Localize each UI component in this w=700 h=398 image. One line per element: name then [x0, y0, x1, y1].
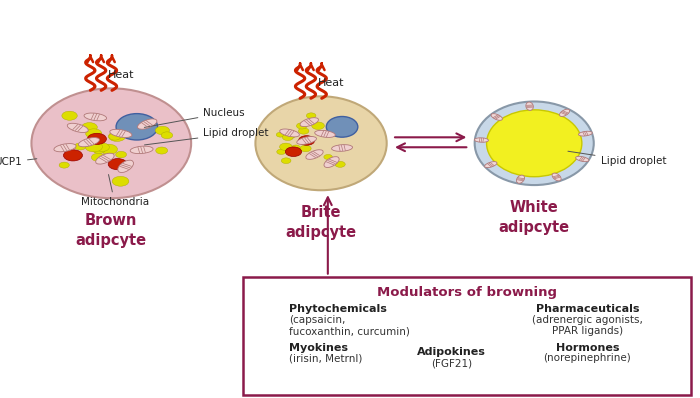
Ellipse shape: [256, 96, 386, 190]
Circle shape: [85, 129, 102, 139]
Text: White
adipcyte: White adipcyte: [498, 200, 570, 235]
Ellipse shape: [130, 146, 153, 154]
Circle shape: [300, 145, 312, 152]
Ellipse shape: [326, 117, 358, 137]
Circle shape: [112, 176, 129, 186]
Ellipse shape: [280, 129, 300, 137]
Ellipse shape: [306, 150, 323, 159]
Ellipse shape: [475, 101, 594, 185]
Ellipse shape: [116, 113, 158, 140]
Text: Hormones: Hormones: [556, 343, 619, 353]
Ellipse shape: [552, 173, 561, 181]
Text: Brite
adipcyte: Brite adipcyte: [286, 205, 356, 240]
Circle shape: [90, 136, 104, 144]
Ellipse shape: [137, 119, 157, 129]
Text: Pharmaceuticals: Pharmaceuticals: [536, 304, 639, 314]
Text: Heat: Heat: [318, 78, 344, 88]
Ellipse shape: [67, 123, 88, 133]
Circle shape: [161, 132, 173, 139]
Circle shape: [281, 130, 296, 139]
Ellipse shape: [559, 109, 570, 117]
Ellipse shape: [78, 138, 99, 147]
Ellipse shape: [110, 129, 132, 137]
Text: UCP1: UCP1: [0, 157, 37, 167]
Ellipse shape: [297, 137, 316, 144]
Text: (irisin, Metrnl): (irisin, Metrnl): [289, 353, 363, 363]
Ellipse shape: [475, 138, 489, 142]
Circle shape: [81, 123, 97, 132]
Circle shape: [335, 161, 345, 167]
Circle shape: [92, 146, 103, 153]
Text: Mitochondria: Mitochondria: [80, 175, 148, 207]
Ellipse shape: [486, 110, 582, 177]
Circle shape: [108, 158, 127, 170]
Circle shape: [95, 143, 109, 152]
FancyBboxPatch shape: [243, 277, 691, 395]
Text: Adipokines: Adipokines: [417, 347, 486, 357]
Text: (capsaicin,
fucoxanthin, curcumin): (capsaicin, fucoxanthin, curcumin): [289, 315, 410, 336]
Circle shape: [279, 143, 292, 150]
Circle shape: [276, 132, 285, 137]
Circle shape: [281, 158, 291, 164]
Text: Lipid droplet: Lipid droplet: [568, 151, 666, 166]
Circle shape: [155, 147, 168, 154]
Circle shape: [298, 128, 309, 134]
Ellipse shape: [578, 131, 592, 136]
Circle shape: [276, 149, 286, 154]
Ellipse shape: [300, 118, 318, 127]
Circle shape: [155, 126, 169, 135]
Ellipse shape: [324, 157, 339, 168]
Text: (norepinephrine): (norepinephrine): [543, 353, 631, 363]
Text: Brown
adipcyte: Brown adipcyte: [76, 213, 147, 248]
Circle shape: [298, 136, 315, 145]
Circle shape: [108, 131, 125, 141]
Circle shape: [62, 111, 77, 120]
Circle shape: [301, 138, 313, 144]
Ellipse shape: [32, 88, 191, 198]
Circle shape: [59, 162, 69, 168]
Text: (adrenergic agonists,
PPAR ligands): (adrenergic agonists, PPAR ligands): [532, 315, 643, 336]
Ellipse shape: [96, 153, 114, 164]
Circle shape: [88, 133, 106, 144]
Circle shape: [282, 134, 293, 140]
Circle shape: [307, 113, 316, 119]
Text: Nucleus: Nucleus: [144, 108, 245, 127]
Circle shape: [292, 145, 300, 150]
Ellipse shape: [332, 144, 353, 151]
Text: Lipid droplet: Lipid droplet: [144, 128, 269, 145]
Ellipse shape: [54, 144, 76, 152]
Text: Heat: Heat: [108, 70, 134, 80]
Ellipse shape: [491, 114, 503, 120]
Ellipse shape: [84, 113, 106, 121]
Circle shape: [100, 144, 118, 154]
Circle shape: [74, 143, 86, 150]
Circle shape: [286, 147, 302, 156]
Ellipse shape: [315, 131, 335, 137]
Circle shape: [324, 154, 332, 160]
Text: Modulators of browning: Modulators of browning: [377, 286, 557, 299]
Ellipse shape: [575, 156, 589, 162]
Ellipse shape: [118, 160, 134, 172]
Text: Myokines: Myokines: [289, 343, 349, 353]
Circle shape: [108, 133, 121, 140]
Circle shape: [93, 146, 105, 154]
Circle shape: [297, 123, 307, 129]
Circle shape: [312, 122, 324, 129]
Text: (FGF21): (FGF21): [431, 358, 472, 368]
Circle shape: [64, 150, 83, 161]
Ellipse shape: [517, 175, 524, 183]
Circle shape: [85, 142, 102, 152]
Circle shape: [91, 153, 105, 161]
Ellipse shape: [526, 102, 533, 110]
Ellipse shape: [484, 162, 497, 168]
Circle shape: [116, 151, 127, 158]
Text: Phytochemicals: Phytochemicals: [289, 304, 387, 314]
